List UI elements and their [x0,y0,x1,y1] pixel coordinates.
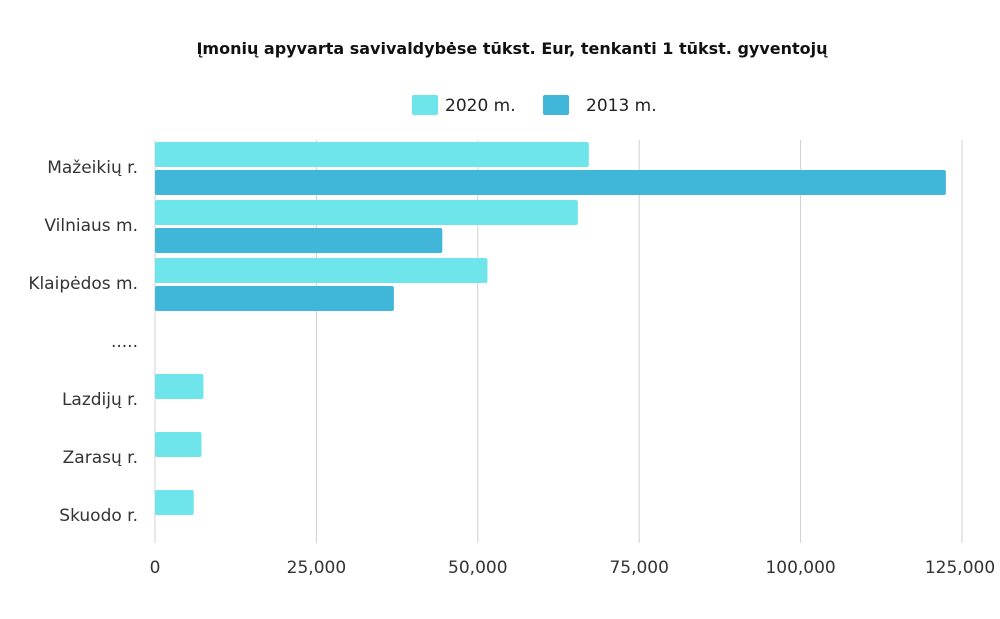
bar [155,258,488,283]
x-tick-labels: 0 25,000 50,000 75,000 100,000 125,000 [150,558,996,578]
category-label: Klaipėdos m. [28,274,138,294]
bar [155,200,578,225]
legend: 2020 m. 2013 m. [412,95,657,116]
x-tick-label: 75,000 [609,558,668,578]
category-label: Zarasų r. [63,448,138,468]
bars [155,142,946,515]
legend-swatch-2020 [412,95,438,115]
category-label: Lazdijų r. [62,390,138,410]
x-tick-label: 25,000 [287,558,346,578]
bar [155,374,204,399]
legend-label-2013: 2013 m. [586,96,657,116]
bar [155,286,394,311]
x-tick-label: 125,000 [925,558,995,578]
category-labels: Mažeikių r. Vilniaus m. Klaipėdos m...... L… [28,158,138,526]
bar [155,432,202,457]
bar [155,490,194,515]
category-label: Skuodo r. [59,506,138,526]
legend-label-2020: 2020 m. [445,96,516,116]
category-label: Mažeikių r. [47,158,138,178]
chart-title: Įmonių apyvarta savivaldybėse tūkst. Eur… [196,39,828,58]
bar [155,170,946,195]
legend-swatch-2013 [543,95,569,115]
category-label: ..... [111,332,138,352]
bar [155,142,589,167]
x-tick-label: 0 [150,558,161,578]
x-tick-label: 50,000 [448,558,507,578]
x-tick-label: 100,000 [765,558,835,578]
category-label: Vilniaus m. [44,216,138,236]
bar [155,228,443,253]
